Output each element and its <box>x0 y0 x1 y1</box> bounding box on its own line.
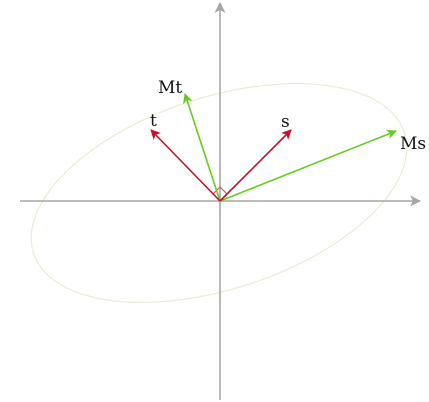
transformed-unit-circle-ellipse <box>30 83 408 303</box>
right-angle-marker <box>212 186 228 195</box>
vector-Mt <box>183 93 221 202</box>
label-Mt: Mt <box>158 78 182 98</box>
label-s: s <box>281 112 290 132</box>
label-Ms: Ms <box>400 134 426 154</box>
vector-t <box>150 129 221 202</box>
vector-Ms <box>219 129 397 202</box>
vector-s <box>219 129 292 202</box>
label-t: t <box>150 111 157 131</box>
